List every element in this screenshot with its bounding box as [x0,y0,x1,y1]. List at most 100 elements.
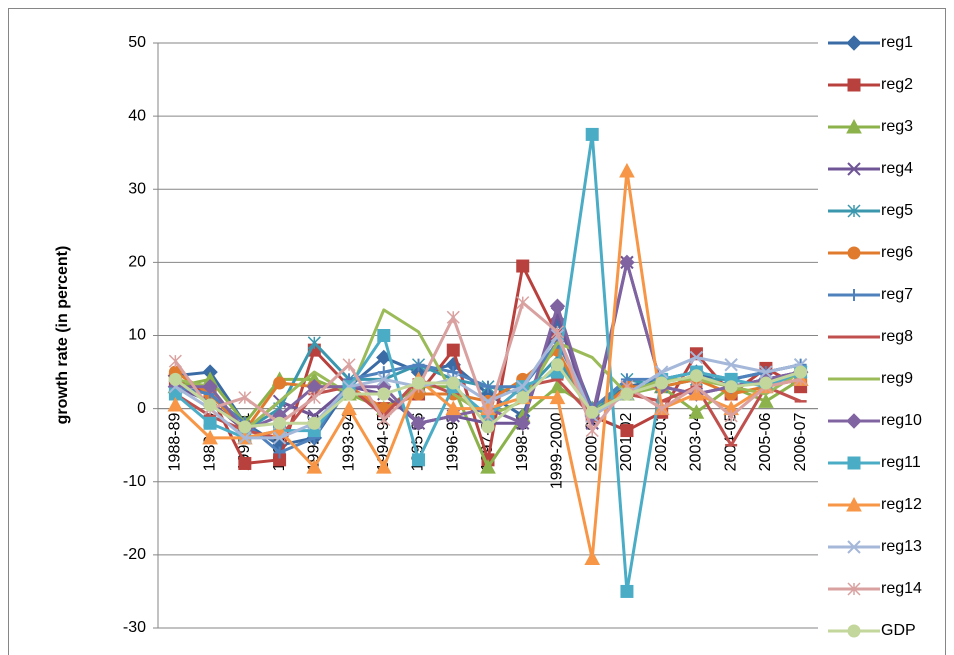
marker [688,385,705,401]
marker [758,393,774,408]
legend-label: reg2 [881,76,913,93]
legend-label: GDP [881,622,916,639]
legend-label: reg4 [881,160,913,177]
marker [168,372,182,386]
marker [689,380,703,394]
marker [203,398,217,412]
marker [847,540,861,554]
marker [307,391,321,405]
marker [620,424,634,438]
series [168,127,808,598]
marker [238,420,252,434]
legend-label: reg14 [881,580,922,597]
marker [794,365,808,379]
legend-label: reg8 [881,328,913,345]
marker [585,127,599,141]
marker [238,391,252,405]
marker [238,431,252,445]
marker [847,246,861,260]
x-tick-label: 2001-02 [618,413,635,472]
marker [447,366,460,379]
marker [202,378,218,395]
marker [848,289,860,301]
marker [585,405,599,419]
marker [341,400,357,416]
marker [515,415,531,431]
marker [412,358,425,371]
marker [654,365,669,379]
marker [307,416,321,430]
marker [238,456,252,470]
x-tick-label: 2005-06 [757,413,774,472]
y-tick-label: 20 [128,254,146,271]
marker [167,396,184,412]
marker [480,459,496,474]
marker [410,415,427,431]
marker [446,343,460,357]
marker [377,387,391,401]
marker [202,429,218,445]
y-tick-label: -10 [123,473,146,490]
y-tick-label: 10 [128,327,146,344]
marker [689,369,703,383]
marker [550,325,565,339]
marker [377,366,390,379]
marker [516,391,530,405]
marker [549,298,566,314]
y-tick-label: 50 [128,34,146,51]
y-tick-label: -20 [123,546,146,563]
marker [272,431,287,445]
marker [306,459,323,474]
marker [846,118,862,134]
legend-label: reg9 [881,370,913,387]
marker [446,376,460,390]
marker [412,453,426,467]
marker [847,582,861,596]
marker [342,387,356,401]
marker [273,416,287,430]
x-tick-label: 2002-03 [653,413,670,472]
legend-label: reg7 [881,286,913,303]
legend-label: reg5 [881,202,913,219]
x-tick-label: 1996-97 [444,413,461,472]
marker [620,387,634,401]
marker [516,259,530,273]
legend-label: reg3 [881,118,913,135]
y-tick-label: 30 [128,180,146,197]
marker [307,336,321,350]
y-tick-label: 0 [137,400,146,417]
marker [688,404,705,419]
legend-label: reg1 [881,34,913,51]
marker [689,350,704,365]
marker [759,365,773,379]
marker [516,296,530,310]
marker [847,204,861,218]
legend-label: reg13 [881,538,922,555]
marker [724,409,738,423]
series [168,358,808,434]
marker [847,456,861,470]
marker [273,376,287,390]
marker [412,376,426,390]
marker [446,310,460,324]
marker [724,380,738,394]
legend-label: reg11 [881,454,921,471]
legend: reg1 reg2 reg3 reg4 reg5 reg6 reg7 reg8 reg9 reg1… [828,34,922,639]
marker [342,358,356,372]
marker [619,162,635,178]
marker [585,424,599,438]
marker [168,354,182,368]
marker [549,389,566,405]
y-axis-title: growth rate (in percent) [54,246,71,425]
marker [655,376,669,390]
marker [619,254,635,271]
marker [375,459,392,474]
legend-label: reg10 [881,412,922,429]
marker [481,420,495,434]
marker [377,372,391,387]
x-tick-label: 1999-2000 [549,413,566,490]
marker [203,416,217,430]
y-tick-label: -30 [123,619,146,636]
marker [550,358,564,372]
